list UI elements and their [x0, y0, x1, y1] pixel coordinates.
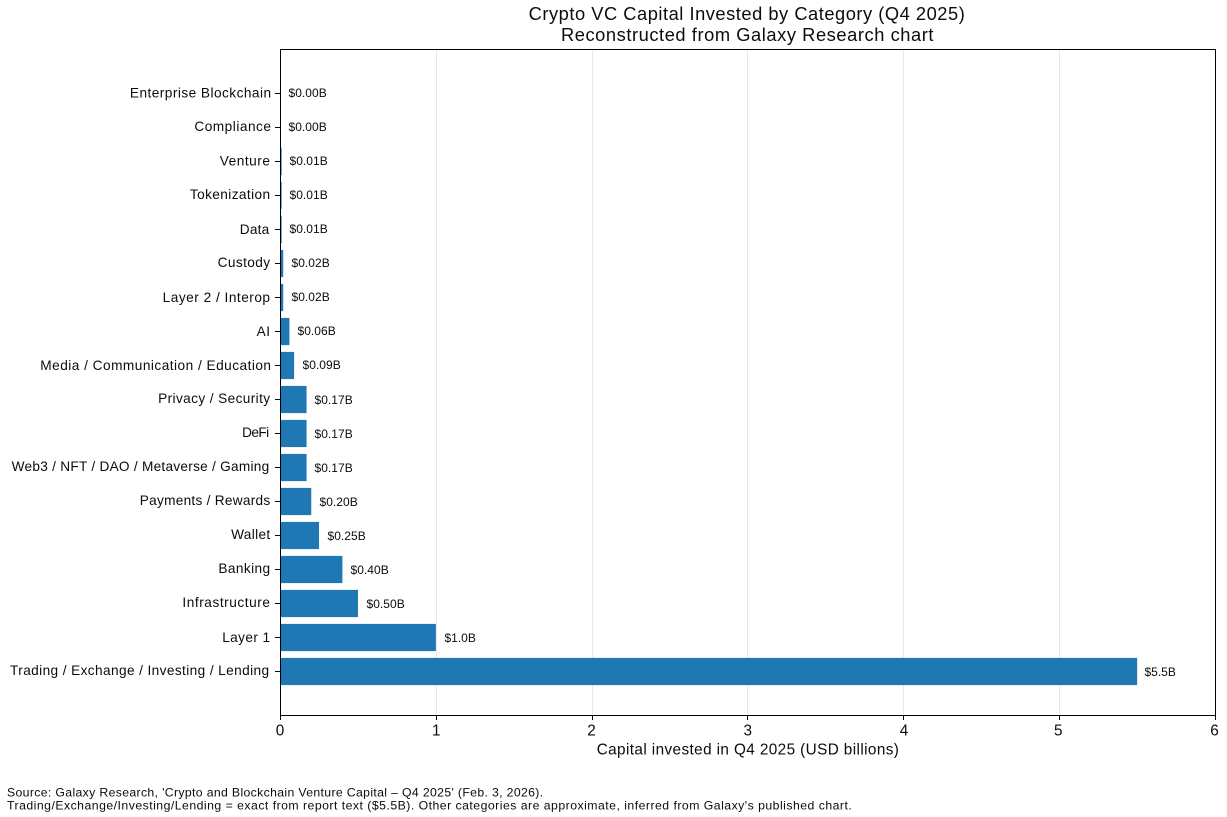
- svg-text:Trading / Exchange / Investing: Trading / Exchange / Investing / Lending: [10, 663, 269, 678]
- svg-text:$1.0B: $1.0B: [445, 631, 476, 645]
- svg-text:$0.00B: $0.00B: [289, 86, 327, 100]
- svg-text:$0.09B: $0.09B: [303, 358, 341, 372]
- svg-text:Custody: Custody: [218, 255, 271, 270]
- svg-text:$0.25B: $0.25B: [328, 529, 366, 543]
- svg-text:2: 2: [587, 723, 596, 740]
- svg-text:Venture: Venture: [220, 154, 271, 169]
- svg-text:Payments / Rewards: Payments / Rewards: [140, 493, 271, 508]
- svg-text:4: 4: [900, 723, 909, 740]
- svg-text:$5.5B: $5.5B: [1145, 665, 1176, 679]
- svg-text:$0.01B: $0.01B: [290, 154, 328, 168]
- svg-text:Data: Data: [240, 222, 270, 237]
- svg-text:Infrastructure: Infrastructure: [182, 595, 270, 610]
- svg-text:3: 3: [743, 723, 752, 740]
- svg-text:$0.20B: $0.20B: [320, 495, 358, 509]
- svg-text:1: 1: [432, 723, 441, 740]
- svg-text:Web3 / NFT / DAO / Metaverse /: Web3 / NFT / DAO / Metaverse / Gaming: [12, 459, 270, 474]
- svg-text:$0.02B: $0.02B: [292, 290, 330, 304]
- svg-text:Layer 2 / Interop: Layer 2 / Interop: [163, 290, 271, 305]
- svg-text:$0.50B: $0.50B: [367, 597, 405, 611]
- svg-text:Enterprise Blockchain: Enterprise Blockchain: [130, 86, 272, 101]
- svg-text:Media / Communication / Educat: Media / Communication / Education: [40, 358, 271, 373]
- svg-text:$0.01B: $0.01B: [290, 188, 328, 202]
- svg-text:Source: Galaxy Research, 'Cryp: Source: Galaxy Research, 'Crypto and Blo…: [7, 785, 543, 799]
- svg-text:Compliance: Compliance: [194, 119, 271, 134]
- svg-text:0: 0: [276, 723, 285, 740]
- svg-text:DeFi: DeFi: [242, 425, 269, 440]
- svg-text:$0.06B: $0.06B: [298, 324, 336, 338]
- svg-text:$0.00B: $0.00B: [289, 120, 327, 134]
- svg-text:$0.40B: $0.40B: [351, 563, 389, 577]
- svg-text:Wallet: Wallet: [231, 527, 270, 542]
- svg-text:Trading/Exchange/Investing/Len: Trading/Exchange/Investing/Lending = exa…: [7, 799, 852, 813]
- svg-text:AI: AI: [257, 324, 271, 339]
- svg-text:5: 5: [1054, 723, 1063, 740]
- svg-text:Privacy / Security: Privacy / Security: [158, 391, 270, 406]
- svg-text:$0.17B: $0.17B: [315, 427, 353, 441]
- svg-text:Capital invested in Q4 2025 (U: Capital invested in Q4 2025 (USD billion…: [597, 742, 900, 759]
- svg-text:$0.17B: $0.17B: [315, 393, 353, 407]
- svg-text:6: 6: [1210, 723, 1219, 740]
- svg-text:$0.17B: $0.17B: [315, 461, 353, 475]
- svg-text:$0.02B: $0.02B: [292, 256, 330, 270]
- svg-text:Tokenization: Tokenization: [190, 187, 271, 202]
- svg-text:$0.01B: $0.01B: [290, 222, 328, 236]
- svg-text:Banking: Banking: [218, 561, 270, 576]
- svg-text:Reconstructed from Galaxy Rese: Reconstructed from Galaxy Research chart: [561, 24, 934, 45]
- svg-text:Crypto VC Capital Invested by: Crypto VC Capital Invested by Category (…: [529, 3, 966, 24]
- svg-text:Layer 1: Layer 1: [222, 630, 270, 645]
